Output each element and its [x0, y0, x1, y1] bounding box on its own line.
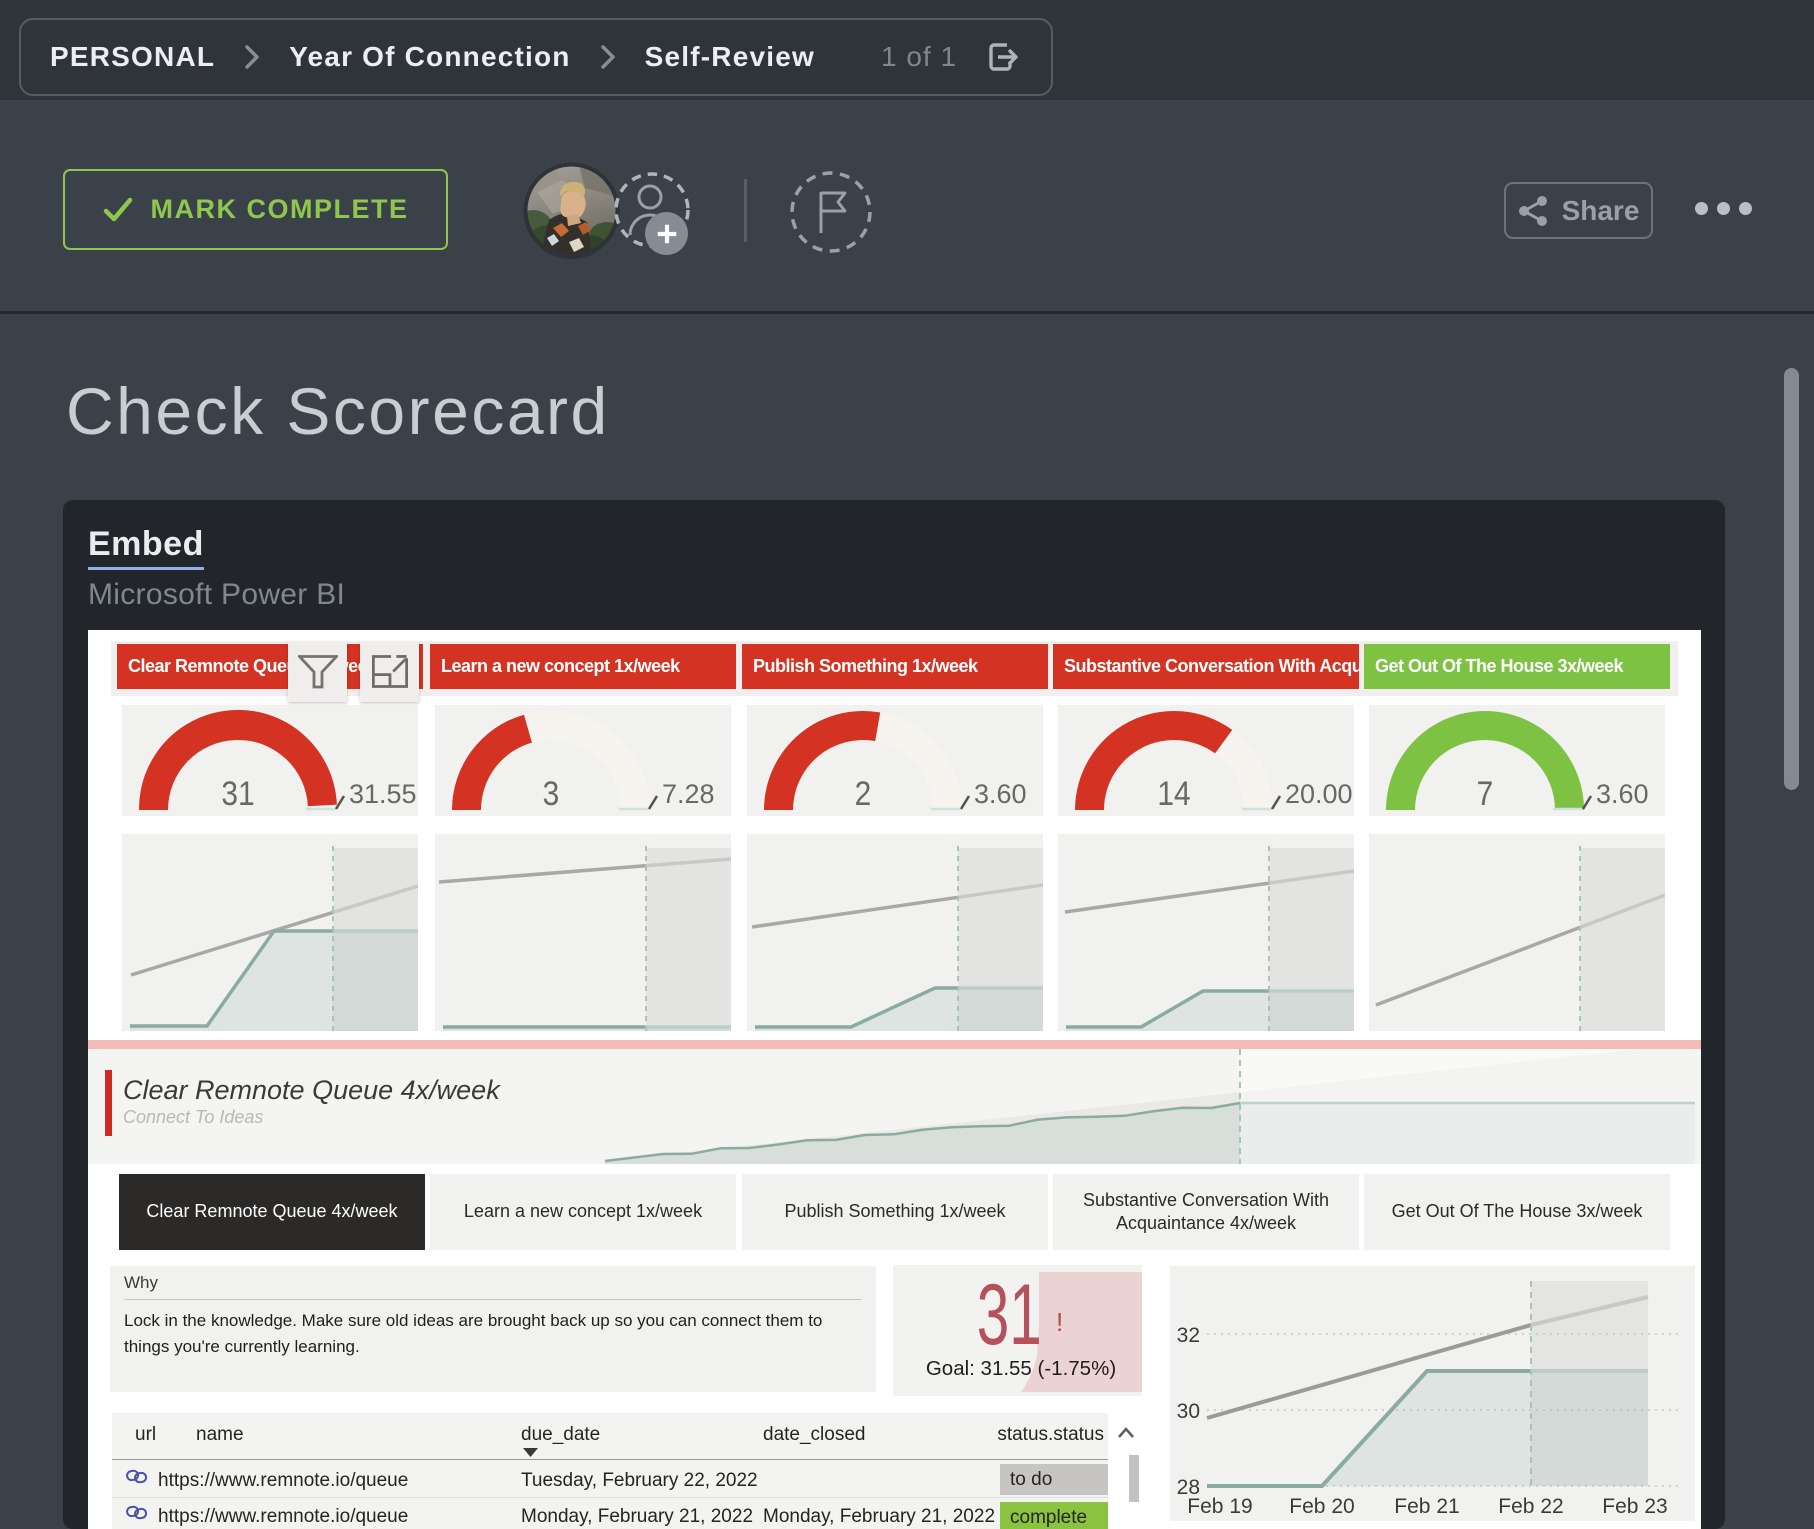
svg-text:20.00: 20.00	[1285, 779, 1353, 809]
svg-text:31.55: 31.55	[349, 779, 417, 809]
svg-text:14: 14	[1157, 774, 1190, 812]
svg-text:3.60: 3.60	[1596, 779, 1649, 809]
svg-text:Feb 22: Feb 22	[1498, 1495, 1563, 1518]
svg-text:Goal: 31.55 (-1.75%): Goal: 31.55 (-1.75%)	[926, 1357, 1116, 1380]
svg-text:Feb 19: Feb 19	[1187, 1495, 1252, 1518]
svg-text:3.60: 3.60	[974, 779, 1027, 809]
svg-text:!: !	[1056, 1307, 1063, 1337]
svg-text:3: 3	[543, 774, 560, 812]
svg-text:31: 31	[977, 1266, 1042, 1363]
svg-text:Feb 23: Feb 23	[1602, 1495, 1667, 1518]
svg-text:31: 31	[221, 774, 254, 812]
svg-text:Feb 21: Feb 21	[1394, 1495, 1459, 1518]
svg-text:28: 28	[1177, 1476, 1200, 1499]
svg-text:30: 30	[1177, 1400, 1200, 1423]
svg-text:7.28: 7.28	[662, 779, 715, 809]
svg-text:2: 2	[855, 774, 872, 812]
svg-text:32: 32	[1177, 1324, 1200, 1347]
svg-text:Feb 20: Feb 20	[1289, 1495, 1354, 1518]
svg-text:7: 7	[1477, 774, 1494, 812]
